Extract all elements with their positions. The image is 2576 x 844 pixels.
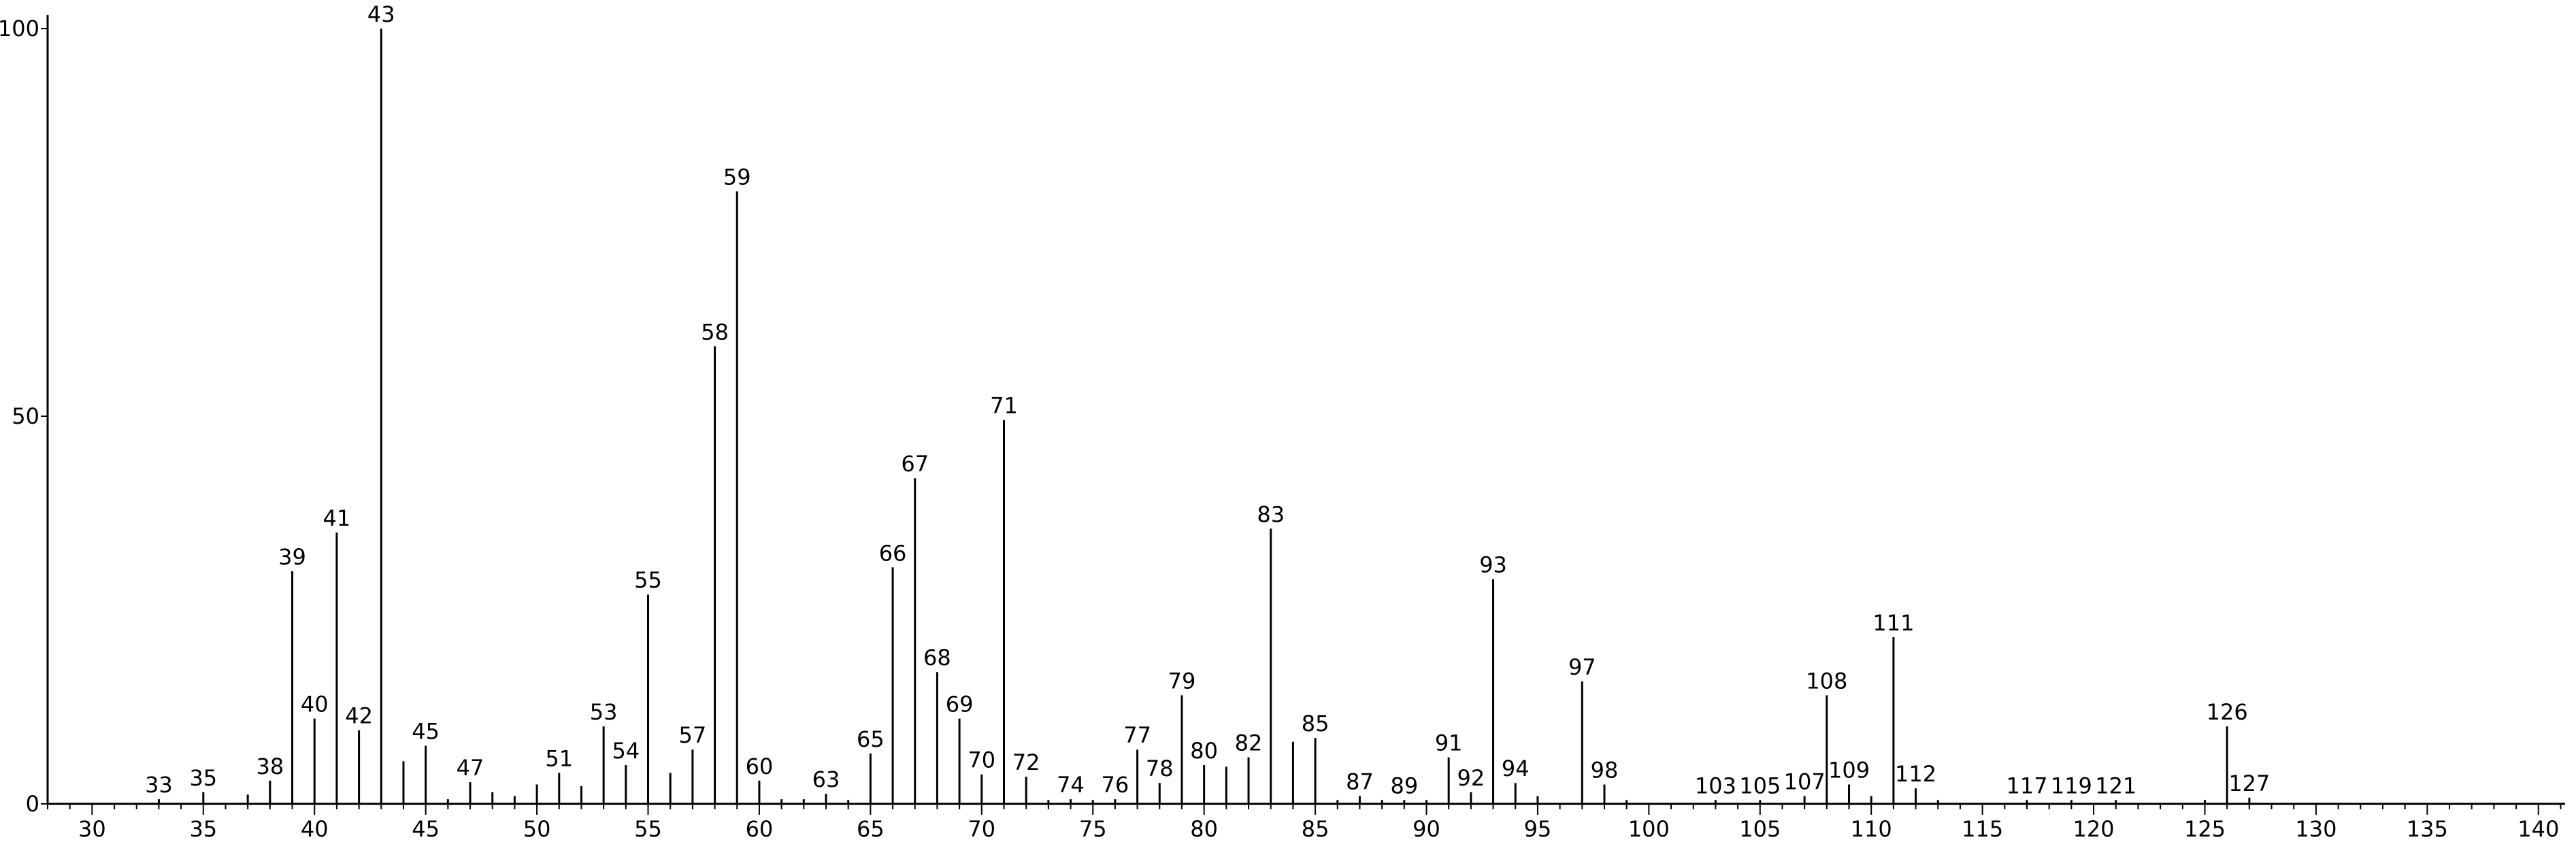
peak-label: 63 xyxy=(812,766,840,792)
x-tick-label: 55 xyxy=(634,816,662,841)
peak-label: 108 xyxy=(1806,668,1847,694)
peak-label: 127 xyxy=(2228,771,2270,796)
peak-label: 83 xyxy=(1257,501,1285,527)
peak-label: 71 xyxy=(990,393,1018,419)
peak-label: 85 xyxy=(1302,711,1330,737)
peak-label: 74 xyxy=(1057,772,1085,798)
x-tick-label: 60 xyxy=(746,816,774,841)
x-tick-label: 125 xyxy=(2184,816,2226,841)
y-tick-label: 100 xyxy=(0,16,39,41)
x-tick-label: 40 xyxy=(301,816,329,841)
peak-label: 91 xyxy=(1435,730,1463,756)
x-minor-ticks xyxy=(47,804,2562,809)
peak-label: 40 xyxy=(301,692,329,718)
peak-label: 80 xyxy=(1190,738,1218,764)
peak-label: 38 xyxy=(256,754,284,779)
x-tick-label: 65 xyxy=(857,816,885,841)
x-tick-label: 45 xyxy=(412,816,440,841)
y-tick-label: 0 xyxy=(26,791,39,817)
peak-label: 69 xyxy=(946,692,974,718)
peak-label: 121 xyxy=(2095,773,2136,798)
peak-label: 43 xyxy=(367,1,395,27)
peak-label: 79 xyxy=(1168,668,1196,694)
x-tick-label: 135 xyxy=(2407,816,2448,841)
x-tick-label: 30 xyxy=(78,816,106,841)
y-tick-label: 50 xyxy=(12,403,39,429)
x-tick-label: 50 xyxy=(523,816,551,841)
peak-label: 47 xyxy=(457,755,484,781)
x-tick-label: 140 xyxy=(2517,816,2559,841)
peak-label: 105 xyxy=(1739,773,1781,798)
peak-label: 68 xyxy=(923,645,951,671)
peak-label: 70 xyxy=(968,747,995,773)
peak-label: 94 xyxy=(1502,756,1530,781)
peak-label: 59 xyxy=(723,164,751,190)
peak-label: 93 xyxy=(1479,552,1507,577)
peak-label: 57 xyxy=(679,722,707,748)
peak-label: 98 xyxy=(1591,758,1619,783)
peak-label: 33 xyxy=(145,772,173,798)
x-tick-label: 110 xyxy=(1851,816,1892,841)
x-tick-label: 70 xyxy=(968,816,995,841)
y-ticks: 0 50 100 xyxy=(0,16,48,817)
peak-label: 117 xyxy=(2006,773,2047,798)
x-tick-label: 75 xyxy=(1079,816,1107,841)
peak-label: 82 xyxy=(1235,730,1263,756)
x-major-ticks: 30 35 40 45 50 55 60 65 70 75 80 85 90 95 100 105 110 115… xyxy=(78,804,2559,842)
x-tick-label: 35 xyxy=(189,816,217,841)
x-tick-label: 90 xyxy=(1413,816,1440,841)
peak-label: 60 xyxy=(746,754,774,779)
x-tick-label: 100 xyxy=(1628,816,1670,841)
peak-label: 58 xyxy=(701,319,729,345)
x-tick-label: 130 xyxy=(2295,816,2336,841)
peak-label: 53 xyxy=(590,699,618,725)
x-tick-label: 80 xyxy=(1190,816,1218,841)
peak-label: 55 xyxy=(634,567,662,593)
x-tick-label: 85 xyxy=(1302,816,1330,841)
x-tick-label: 95 xyxy=(1524,816,1552,841)
peak-label: 42 xyxy=(345,703,373,729)
peak-label: 112 xyxy=(1895,761,1936,787)
peak-label: 119 xyxy=(2051,773,2092,798)
peak-label: 126 xyxy=(2207,699,2248,725)
peak-label: 97 xyxy=(1568,654,1596,680)
x-tick-label: 120 xyxy=(2073,816,2115,841)
peak-label: 109 xyxy=(1828,758,1870,783)
peak-label: 87 xyxy=(1346,769,1374,795)
peak-label: 67 xyxy=(901,451,929,477)
peak-label: 51 xyxy=(545,745,573,771)
peak-label: 39 xyxy=(278,544,306,570)
peak-label: 107 xyxy=(1784,769,1826,795)
x-tick-label: 115 xyxy=(1962,816,2003,841)
peak-label: 111 xyxy=(1872,610,1914,636)
peak-label: 76 xyxy=(1102,772,1129,798)
peak-label: 72 xyxy=(1012,749,1040,775)
peak-label: 35 xyxy=(189,765,217,791)
peak-label: 89 xyxy=(1390,773,1418,798)
peak-label: 45 xyxy=(412,719,440,745)
peak-label: 54 xyxy=(612,738,640,764)
peak-label: 41 xyxy=(323,505,351,531)
peak-labels: 33 35 38 39 40 41 42 43 45 47 51 53 54 55 57 58 59 60 63 65… xyxy=(145,1,2270,798)
peak-label: 65 xyxy=(857,726,885,752)
peaks xyxy=(157,29,2251,804)
peak-label: 103 xyxy=(1695,773,1736,798)
peak-label: 77 xyxy=(1123,722,1151,748)
peak-label: 78 xyxy=(1146,756,1174,781)
peak-label: 92 xyxy=(1457,765,1485,791)
x-tick-label: 105 xyxy=(1739,816,1781,841)
peak-label: 66 xyxy=(879,540,907,566)
